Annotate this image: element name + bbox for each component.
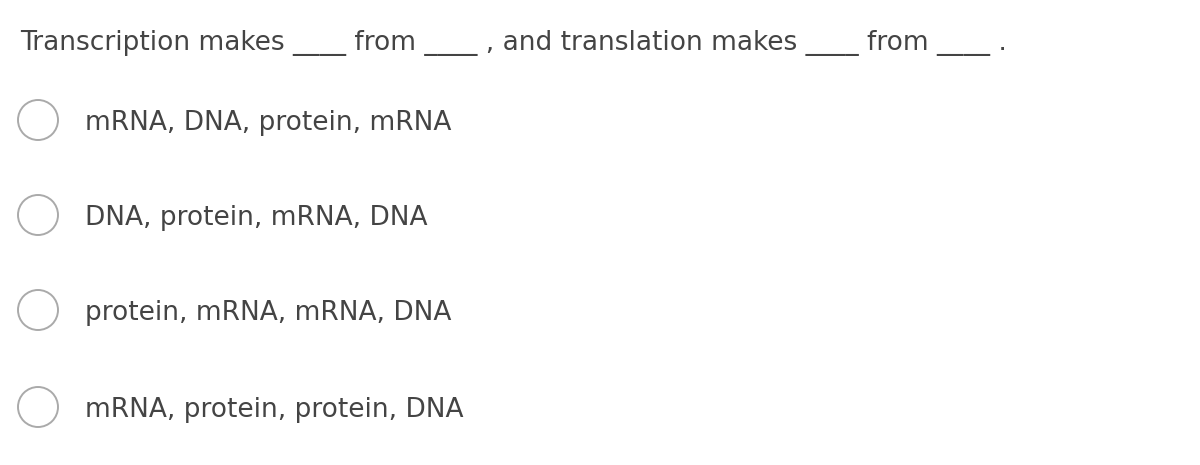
Text: mRNA, DNA, protein, mRNA: mRNA, DNA, protein, mRNA	[85, 110, 451, 136]
Text: DNA, protein, mRNA, DNA: DNA, protein, mRNA, DNA	[85, 205, 427, 231]
Text: Transcription makes ____ from ____ , and translation makes ____ from ____ .: Transcription makes ____ from ____ , and…	[20, 30, 1007, 56]
Text: mRNA, protein, protein, DNA: mRNA, protein, protein, DNA	[85, 397, 463, 423]
Circle shape	[18, 100, 58, 140]
Circle shape	[18, 290, 58, 330]
Text: protein, mRNA, mRNA, DNA: protein, mRNA, mRNA, DNA	[85, 300, 451, 326]
Circle shape	[18, 195, 58, 235]
Circle shape	[18, 387, 58, 427]
